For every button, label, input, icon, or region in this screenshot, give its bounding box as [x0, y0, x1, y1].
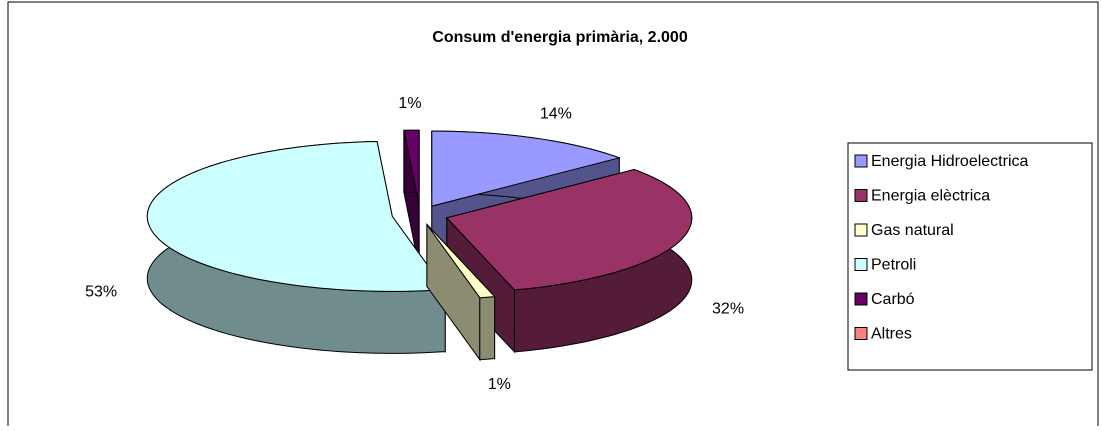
slice	[146, 141, 447, 292]
legend-swatch	[854, 327, 868, 340]
legend-swatch	[854, 292, 868, 306]
legend-label: Altres	[871, 326, 912, 343]
slice	[403, 129, 420, 206]
data-label: 53%	[85, 284, 117, 301]
legend-label: Energia Hidroelectrica	[871, 153, 1029, 170]
data-label: 1%	[488, 376, 511, 393]
data-label: 1%	[398, 95, 421, 112]
slice	[426, 224, 496, 299]
slice	[431, 130, 621, 207]
legend-label: Petroli	[871, 257, 916, 274]
legend-swatch	[854, 154, 868, 168]
legend-swatch	[854, 189, 868, 202]
pie	[146, 129, 693, 362]
legend-label: Gas natural	[871, 222, 954, 239]
chart-title: Consum d'energia primària, 2.000	[432, 29, 688, 46]
data-label: 32%	[712, 301, 744, 318]
data-label: 14%	[540, 106, 572, 123]
legend-label: Energia elèctrica	[871, 188, 990, 205]
legend-box	[847, 142, 1093, 371]
slice-wall	[479, 296, 496, 361]
legend-swatch	[854, 223, 868, 237]
legend-label: Carbó	[871, 291, 915, 308]
legend-swatch	[854, 258, 868, 271]
slice	[445, 169, 693, 291]
